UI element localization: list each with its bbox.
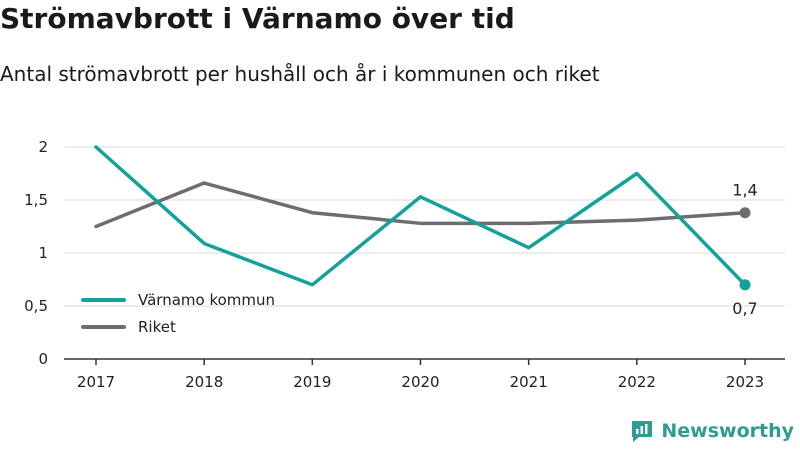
brand-name: Newsworthy <box>661 420 794 442</box>
y-tick-label: 1,5 <box>24 191 48 209</box>
y-tick-label: 0 <box>38 350 48 368</box>
data-label-varnamo: 0,7 <box>732 299 757 318</box>
newsworthy-logo-icon <box>632 421 653 442</box>
end-point-riket <box>739 207 751 219</box>
x-tick-label: 2022 <box>618 373 656 391</box>
data-labels: 1,4 0,7 <box>732 181 757 318</box>
x-tick-label: 2017 <box>77 373 115 391</box>
x-tick-label: 2023 <box>726 373 764 391</box>
chart-subtitle: Antal strömavbrott per hushåll och år i … <box>0 62 600 86</box>
y-tick-label: 2 <box>38 138 48 156</box>
series-line-varnamo <box>94 145 747 287</box>
legend-label: Värnamo kommun <box>138 291 275 309</box>
data-label-riket: 1,4 <box>732 181 757 200</box>
chart-title: Strömavbrott i Värnamo över tid <box>0 2 515 35</box>
y-tick-label: 0,5 <box>24 297 48 315</box>
x-tick-label: 2020 <box>401 373 439 391</box>
brand: Newsworthy <box>629 418 794 444</box>
series-line-riket <box>94 181 747 229</box>
grid-lines <box>64 146 785 307</box>
series-lines <box>94 145 751 291</box>
legend-label: Riket <box>138 318 176 336</box>
x-tick-label: 2019 <box>293 373 331 391</box>
x-tick-label: 2021 <box>510 373 548 391</box>
y-tick-label: 1 <box>38 244 48 262</box>
x-tick-label: 2018 <box>185 373 223 391</box>
x-axis: 2017 2018 2019 2020 2021 2022 2023 <box>64 358 785 391</box>
end-point-varnamo <box>739 279 751 291</box>
legend: Värnamo kommun Riket <box>81 291 275 336</box>
y-axis-ticks: 0 0,5 1 1,5 2 <box>24 138 48 368</box>
